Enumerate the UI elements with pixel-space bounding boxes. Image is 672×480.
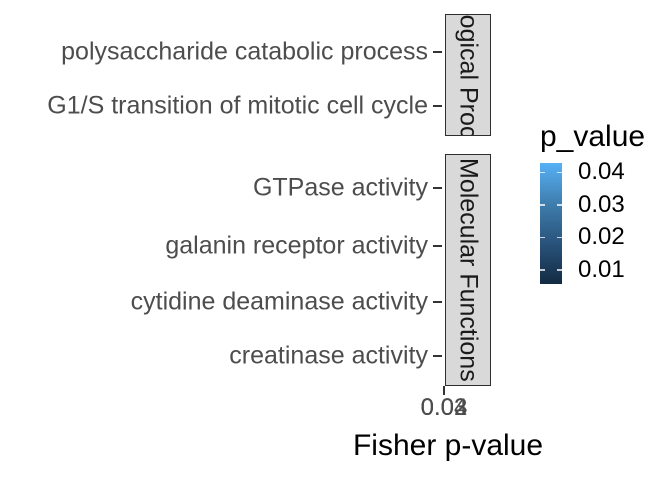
- y-axis-label: creatinase activity: [229, 341, 428, 370]
- colorbar-tick: [540, 204, 545, 206]
- colorbar-tick: [557, 269, 562, 271]
- y-axis-tick: [433, 187, 442, 190]
- y-axis-tick: [433, 245, 442, 248]
- y-axis-label: galanin receptor activity: [165, 231, 428, 260]
- colorbar-tick: [540, 269, 545, 271]
- y-axis-label: cytidine deaminase activity: [130, 287, 428, 316]
- colorbar-tick: [557, 204, 562, 206]
- x-axis-tick-label: 0.03: [420, 394, 468, 421]
- y-axis-tick: [433, 105, 442, 108]
- colorbar-tick: [540, 171, 545, 174]
- y-axis-tick: [433, 51, 442, 54]
- y-axis-tick: [433, 301, 442, 304]
- legend-tick-label: 0.01: [578, 255, 625, 283]
- legend-tick-label: 0.04: [578, 158, 625, 185]
- facet-strip-biological-process: Biological Process: [445, 14, 491, 136]
- facet-strip-label: Molecular Functions: [454, 158, 483, 382]
- colorbar-tick: [557, 236, 562, 239]
- x-axis-title: Fisher p-value: [352, 429, 544, 462]
- colorbar-tick: [540, 236, 545, 239]
- legend-colorbar: [540, 163, 562, 284]
- x-axis-tick: [442, 386, 445, 395]
- colorbar-tick: [557, 171, 562, 174]
- facet-strip-label: Biological Process: [454, 14, 483, 136]
- x-axis-tick-label: 0.02: [420, 394, 468, 421]
- y-axis-label: GTPase activity: [252, 173, 428, 202]
- y-axis-tick: [433, 355, 442, 358]
- legend-title: p_value: [540, 120, 646, 153]
- legend-tick-label: 0.02: [578, 223, 625, 250]
- y-axis-label: polysaccharide catabolic process: [61, 37, 428, 66]
- y-axis-label: G1/S transition of mitotic cell cycle: [47, 91, 428, 120]
- facet-strip-molecular-functions: Molecular Functions: [445, 154, 491, 386]
- legend-tick-label: 0.03: [578, 190, 625, 218]
- x-axis-tick-label: 0.04: [420, 394, 468, 421]
